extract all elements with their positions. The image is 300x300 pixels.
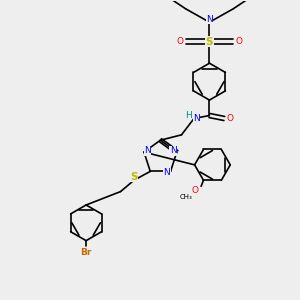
- Text: Br: Br: [80, 248, 92, 257]
- Text: H: H: [185, 111, 192, 120]
- Text: N: N: [206, 15, 213, 24]
- Text: N: N: [164, 168, 170, 177]
- Text: O: O: [177, 37, 184, 46]
- Text: S: S: [206, 37, 213, 46]
- Text: O: O: [235, 37, 242, 46]
- Text: N: N: [144, 146, 151, 155]
- Text: N: N: [193, 114, 200, 123]
- Text: S: S: [130, 172, 138, 182]
- Text: N: N: [170, 146, 177, 155]
- Text: O: O: [191, 186, 198, 195]
- Text: O: O: [227, 114, 234, 123]
- Text: CH₃: CH₃: [179, 194, 192, 200]
